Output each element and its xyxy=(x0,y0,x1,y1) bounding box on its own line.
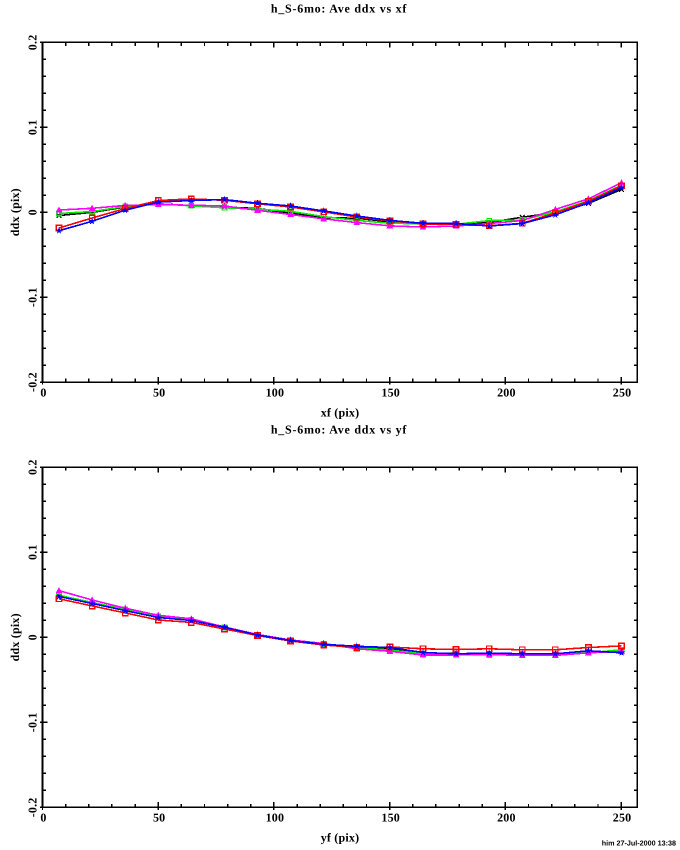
svg-text:0: 0 xyxy=(25,209,39,215)
svg-text:him 27-Jul-2000 13:38: him 27-Jul-2000 13:38 xyxy=(602,839,676,848)
svg-text:150: 150 xyxy=(381,385,400,399)
svg-text:0.2: 0.2 xyxy=(25,459,39,475)
svg-text:-0.1: -0.1 xyxy=(25,712,39,732)
svg-text:200: 200 xyxy=(497,385,516,399)
svg-text:-0.2: -0.2 xyxy=(25,372,39,392)
svg-text:0: 0 xyxy=(40,385,46,399)
svg-text:0.2: 0.2 xyxy=(25,35,39,51)
svg-text:50: 50 xyxy=(153,811,165,825)
svg-text:-0.2: -0.2 xyxy=(25,798,39,818)
svg-text:0.1: 0.1 xyxy=(25,544,39,560)
svg-text:100: 100 xyxy=(266,385,285,399)
svg-text:100: 100 xyxy=(266,811,285,825)
svg-text:0: 0 xyxy=(25,634,39,640)
svg-text:150: 150 xyxy=(381,811,400,825)
svg-text:yf (pix): yf (pix) xyxy=(321,831,360,845)
svg-text:ddx (pix): ddx (pix) xyxy=(8,188,22,236)
svg-text:h_S-6mo: Ave ddx vs yf: h_S-6mo: Ave ddx vs yf xyxy=(271,422,408,436)
svg-text:0: 0 xyxy=(40,811,46,825)
svg-text:xf (pix): xf (pix) xyxy=(321,405,360,419)
svg-text:-0.1: -0.1 xyxy=(25,287,39,307)
svg-text:250: 250 xyxy=(613,811,632,825)
svg-text:50: 50 xyxy=(153,385,165,399)
svg-text:h_S-6mo: Ave ddx vs xf: h_S-6mo: Ave ddx vs xf xyxy=(271,2,408,16)
svg-text:200: 200 xyxy=(497,811,516,825)
svg-text:0.1: 0.1 xyxy=(25,119,39,135)
svg-text:ddx (pix): ddx (pix) xyxy=(8,613,22,661)
svg-text:250: 250 xyxy=(613,385,632,399)
